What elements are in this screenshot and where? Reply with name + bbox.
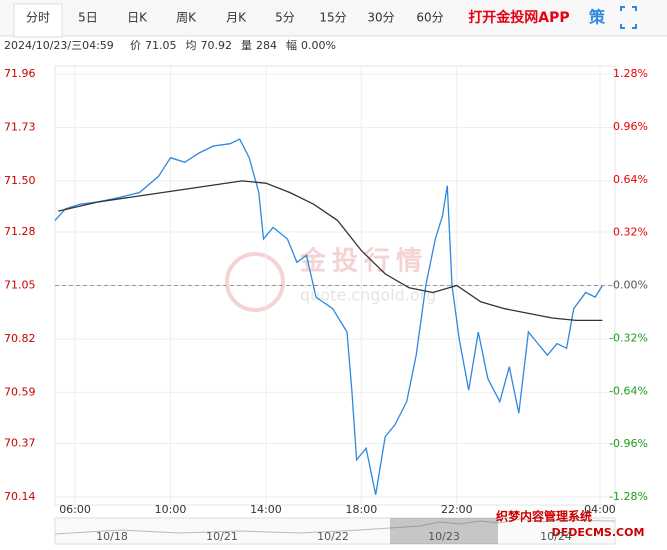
y2-tick-label: -1.28% (609, 490, 648, 503)
y-tick-label: 70.82 (4, 332, 36, 345)
info-value: 70.92 (201, 39, 233, 52)
tab[interactable]: 60分 (416, 11, 443, 25)
tab[interactable]: 月K (226, 11, 247, 25)
x-tick-label: 04:00 (584, 503, 616, 516)
y-tick-label: 70.37 (4, 437, 36, 450)
tab[interactable]: 周K (176, 11, 197, 25)
series-line (58, 180, 603, 322)
watermark-url: quote.cngold.org (300, 286, 436, 305)
y-tick-label: 70.59 (4, 385, 36, 398)
y-tick-label: 71.05 (4, 279, 36, 292)
y2-tick-label: 0.32% (613, 226, 648, 239)
y2-tick-label: 1.28% (613, 67, 648, 80)
info-label: 均 (186, 39, 197, 52)
y2-tick-label: -0.32% (609, 331, 648, 344)
y2-tick-label: -0.64% (609, 384, 648, 397)
y-tick-label: 71.73 (4, 120, 36, 133)
y-tick-label: 70.14 (4, 490, 36, 503)
x-tick-label: 14:00 (250, 503, 282, 516)
tab[interactable]: 日K (127, 11, 148, 25)
y2-tick-label: 0.96% (613, 120, 648, 133)
corner-mark-en: DEDECMS.COM (552, 526, 645, 539)
tab[interactable]: 分时 (26, 11, 50, 25)
watermark: 金投行情 (299, 246, 428, 277)
tab[interactable]: 5分 (275, 11, 295, 25)
info-label: 价 (130, 39, 141, 52)
info-value: 284 (256, 39, 277, 52)
y2-tick-label: 0.64% (613, 173, 648, 186)
info-label: 量 (241, 39, 252, 52)
info-label: 幅 (286, 39, 297, 52)
app-link[interactable]: 打开金投网APP (468, 9, 569, 26)
navigator-line (54, 518, 616, 535)
strategy-button[interactable]: 策 (588, 8, 606, 27)
x-tick-label: 06:00 (59, 503, 91, 516)
navigator-label: 10/23 (428, 530, 460, 543)
x-tick-label: 10:00 (155, 503, 187, 516)
y-tick-label: 71.50 (4, 174, 36, 187)
navigator-label: 10/18 (96, 530, 128, 543)
tab[interactable]: 15分 (319, 11, 346, 25)
corner-mark: 织梦内容管理系统 (496, 509, 592, 524)
y-tick-label: 71.96 (4, 67, 36, 80)
tab[interactable]: 30分 (367, 11, 394, 25)
watermark-logo (225, 252, 285, 312)
x-tick-label: 18:00 (346, 503, 378, 516)
navigator-label: 10/24 (540, 530, 572, 543)
tab[interactable]: 5日 (78, 11, 98, 25)
active-tab (13, 3, 63, 38)
navigator-window[interactable] (390, 518, 498, 544)
y2-tick-label: -0.96% (609, 437, 648, 450)
x-tick-label: 22:00 (441, 503, 473, 516)
y-tick-label: 71.28 (4, 225, 36, 238)
navigator-label: 10/22 (317, 530, 349, 543)
info-value: 0.00% (301, 39, 336, 52)
navigator-label: 10/21 (206, 530, 238, 543)
tab-bar (0, 0, 667, 36)
y2-tick-label: 0.00% (613, 279, 648, 292)
info-datetime: 2024/10/23/三04:59 (4, 39, 114, 52)
fullscreen-button[interactable] (620, 6, 637, 29)
series-line (54, 138, 603, 495)
info-value: 71.05 (145, 39, 177, 52)
